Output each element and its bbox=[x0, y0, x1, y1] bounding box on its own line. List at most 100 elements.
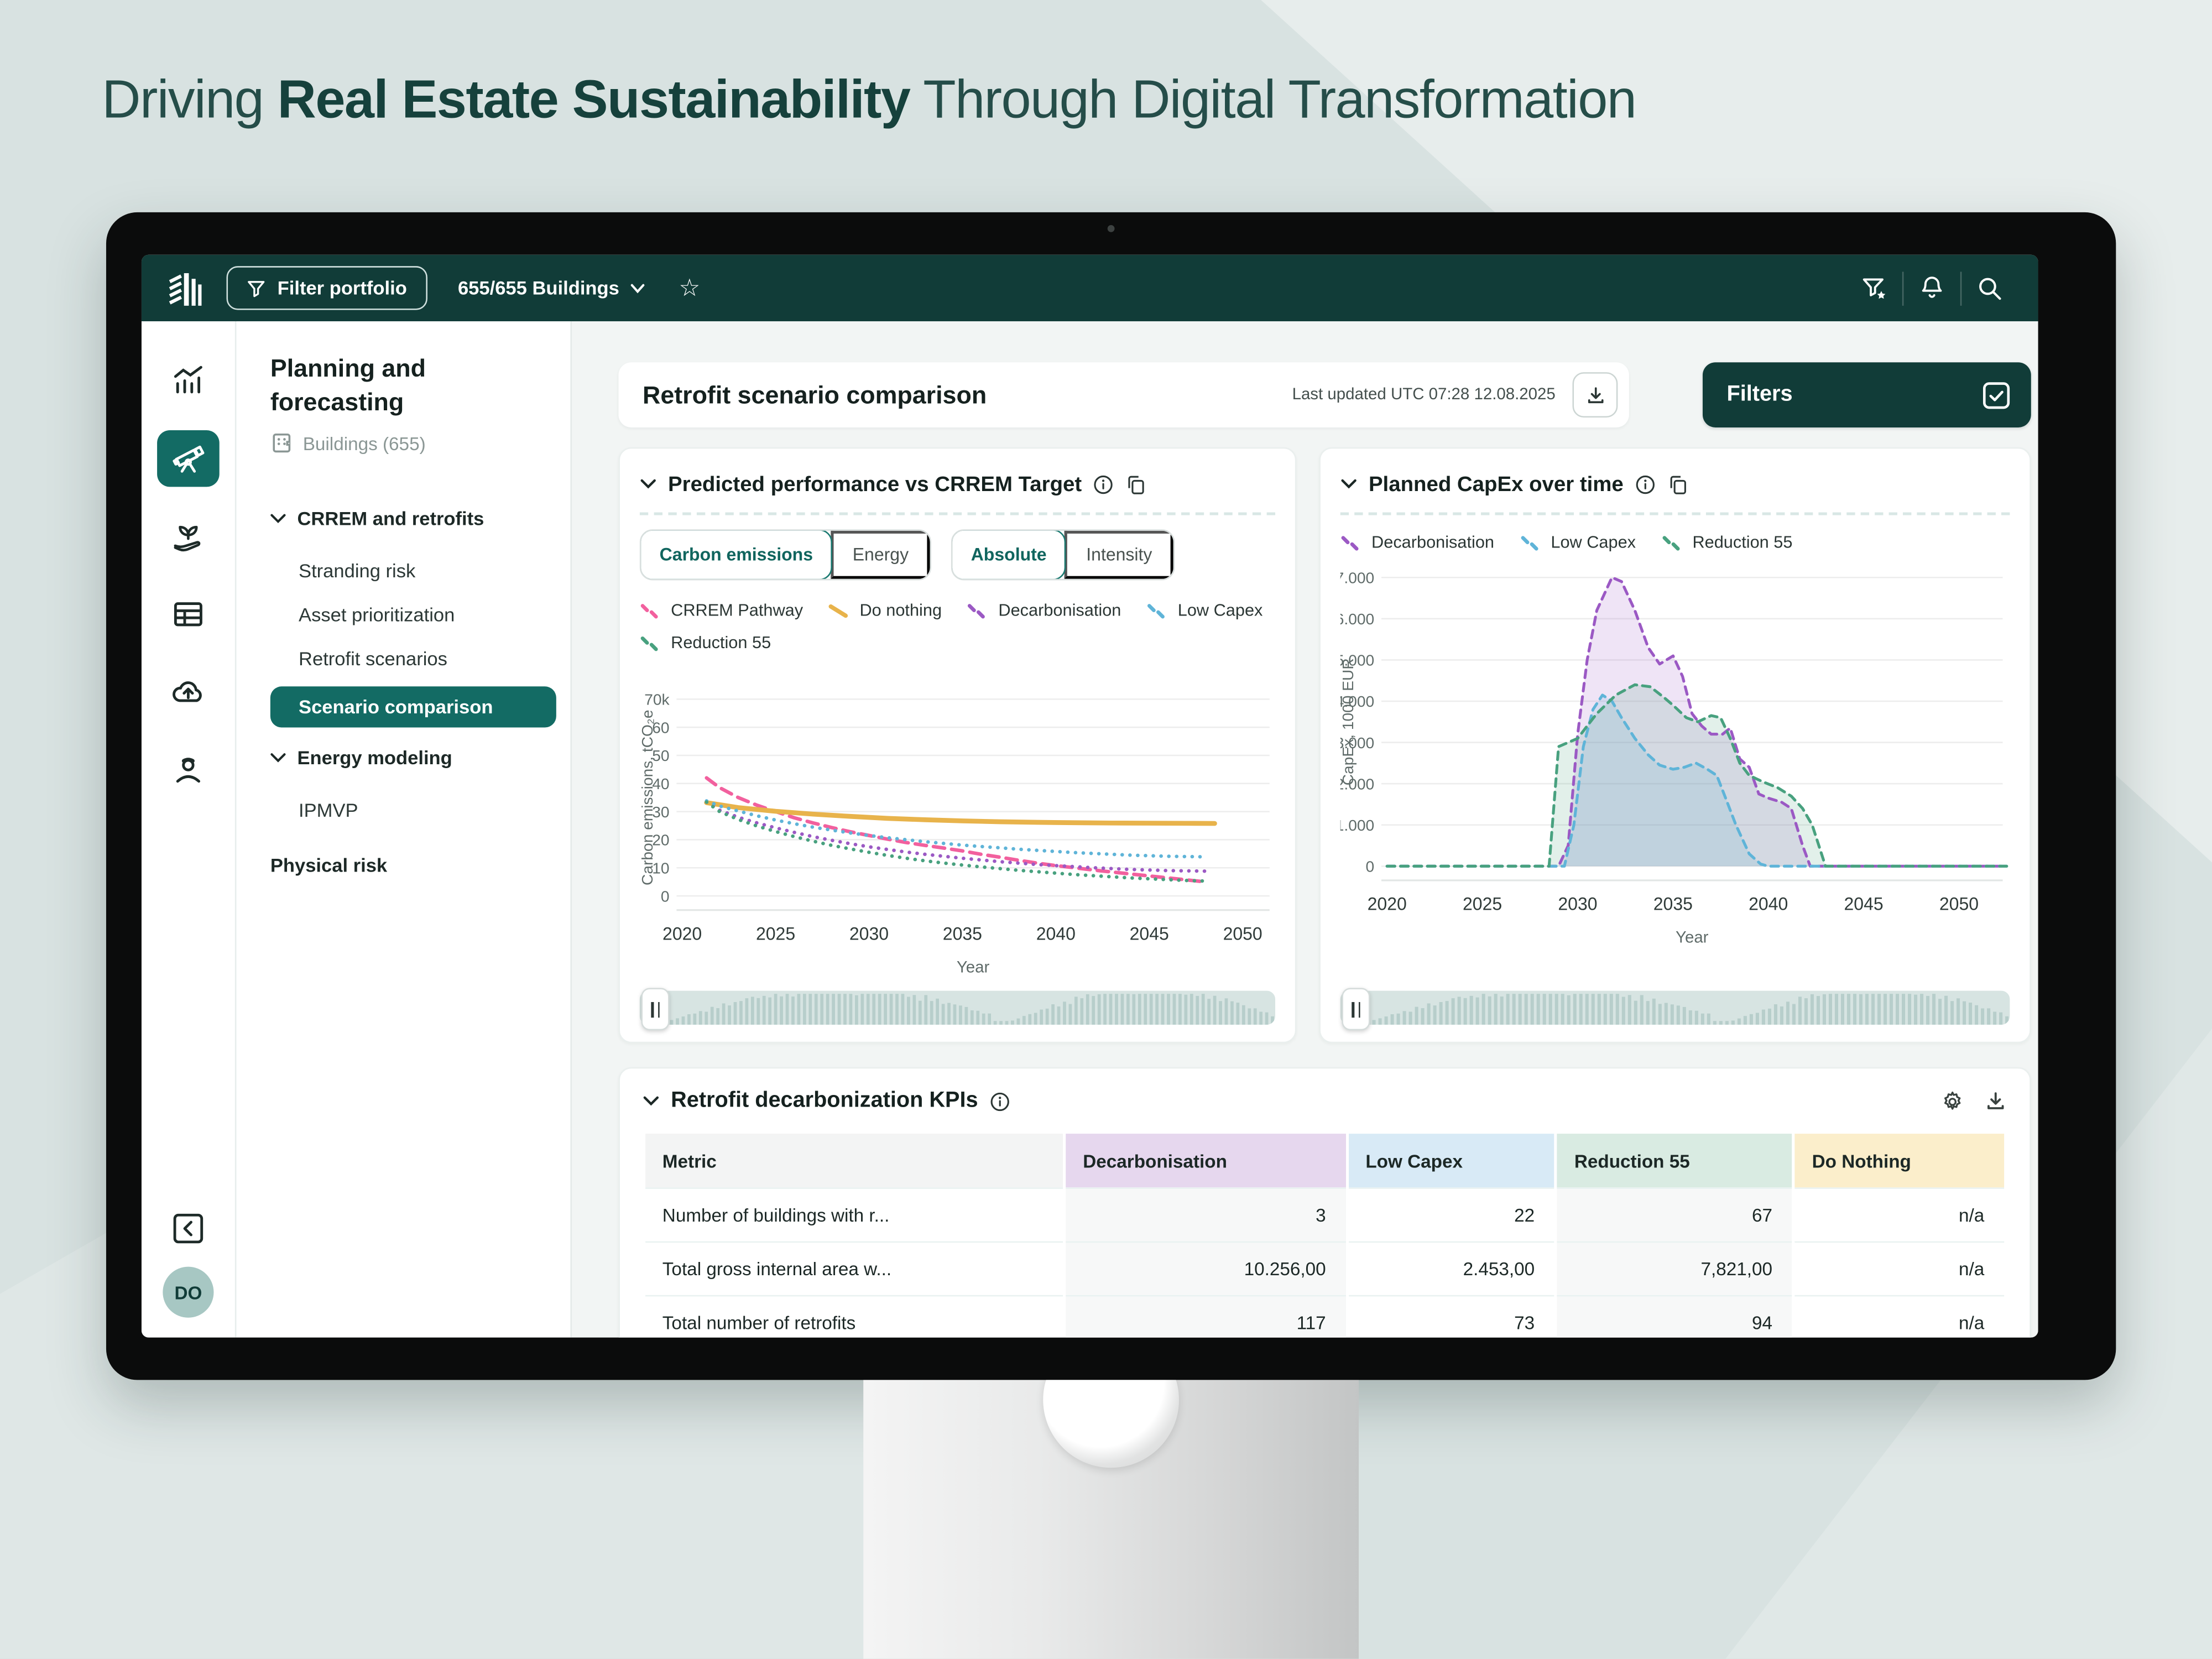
rail-item-upload[interactable] bbox=[157, 664, 220, 720]
saved-filters-icon[interactable] bbox=[1845, 275, 1902, 301]
rail-item-data-table[interactable] bbox=[157, 586, 220, 643]
legend-item-decarbonisation[interactable]: Decarbonisation bbox=[967, 600, 1121, 620]
kpi-value-cell: 94 bbox=[1557, 1295, 1792, 1338]
rail-item-sustainability[interactable] bbox=[157, 508, 220, 565]
filter-portfolio-button[interactable]: Filter portfolio bbox=[226, 266, 427, 310]
svg-text:50: 50 bbox=[652, 747, 669, 764]
sidebar-item-stranding-risk[interactable]: Stranding risk bbox=[299, 561, 416, 582]
legend-item-reduction-55[interactable]: Reduction 55 bbox=[640, 633, 771, 653]
kpi-metric-cell: Total number of retrofits bbox=[645, 1295, 1063, 1338]
chart-range-slider[interactable] bbox=[639, 988, 1276, 1031]
svg-text:2020: 2020 bbox=[662, 924, 702, 943]
info-icon[interactable] bbox=[989, 1091, 1010, 1112]
divider bbox=[639, 512, 1276, 515]
sidebar-item-scenario-comparison[interactable]: Scenario comparison bbox=[270, 686, 556, 728]
legend-label: Decarbonisation bbox=[1371, 532, 1495, 552]
kpi-table: Metric Decarbonisation Low Capex Reduction … bbox=[643, 1134, 2007, 1338]
slider-handle[interactable] bbox=[641, 988, 670, 1031]
chevron-down-icon[interactable] bbox=[640, 478, 657, 489]
legend-item-decarbonisation[interactable]: Decarbonisation bbox=[1340, 532, 1494, 552]
analytics-chart-icon bbox=[174, 366, 202, 394]
user-avatar[interactable]: DO bbox=[163, 1266, 214, 1318]
svg-text:2035: 2035 bbox=[1653, 894, 1693, 914]
toggle-group: Carbon emissions Energy bbox=[639, 529, 932, 581]
kpi-value-cell: n/a bbox=[1794, 1241, 2005, 1295]
filters-button[interactable]: Filters bbox=[1702, 362, 2031, 427]
legend-swatch-icon bbox=[1341, 535, 1359, 550]
sidebar-subtitle: Buildings (655) bbox=[302, 432, 426, 454]
kpi-value-cell: 3 bbox=[1066, 1187, 1346, 1241]
chevron-down-icon bbox=[270, 753, 286, 763]
sidebar-item-asset-prioritization[interactable]: Asset prioritization bbox=[299, 604, 455, 626]
hero-title-bold: Real Estate Sustainability bbox=[277, 70, 911, 131]
download-icon[interactable] bbox=[1984, 1090, 2007, 1113]
info-icon[interactable] bbox=[1093, 473, 1114, 494]
legend-item-low-capex[interactable]: Low Capex bbox=[1146, 600, 1262, 620]
slider-handle[interactable] bbox=[1342, 988, 1370, 1031]
sidebar-section-header[interactable]: Energy modeling bbox=[270, 748, 571, 769]
legend-item-do-nothing[interactable]: Do nothing bbox=[828, 600, 942, 620]
collapse-sidebar-icon[interactable] bbox=[170, 1210, 207, 1247]
sidebar-item-retrofit-scenarios[interactable]: Retrofit scenarios bbox=[299, 648, 447, 670]
rail-item-analytics[interactable] bbox=[157, 352, 220, 409]
buildings-selector[interactable]: 655/655 Buildings bbox=[458, 278, 645, 299]
toggle-intensity[interactable]: Intensity bbox=[1065, 530, 1173, 579]
svg-text:3.000: 3.000 bbox=[1340, 734, 1374, 752]
page-header-card: Retrofit scenario comparison Last update… bbox=[618, 362, 1629, 427]
toggle-carbon-emissions[interactable]: Carbon emissions bbox=[641, 530, 833, 579]
sidebar-item-physical-risk[interactable]: Physical risk bbox=[270, 855, 388, 877]
kpi-column-header-decarbonisation[interactable]: Decarbonisation bbox=[1066, 1134, 1346, 1188]
legend-swatch-icon bbox=[1147, 603, 1165, 618]
sidebar-menu: CRREM and retrofits Stranding risk Asset p… bbox=[270, 508, 571, 832]
favorite-star-icon[interactable]: ☆ bbox=[679, 274, 701, 302]
webcam-dot bbox=[1107, 225, 1115, 232]
sidebar-buildings-link[interactable]: Buildings (655) bbox=[270, 432, 571, 455]
chevron-down-icon[interactable] bbox=[1340, 478, 1358, 489]
chart-legend: Decarbonisation Low Capex Reduction 55 bbox=[1340, 532, 2010, 552]
svg-text:2025: 2025 bbox=[1463, 894, 1502, 914]
sidebar-item-ipmvp[interactable]: IPMVP bbox=[299, 800, 358, 822]
kpi-table-header: Retrofit decarbonization KPIs bbox=[643, 1088, 2007, 1114]
copy-icon[interactable] bbox=[1667, 473, 1688, 494]
chevron-down-icon bbox=[630, 283, 644, 293]
toggle-absolute[interactable]: Absolute bbox=[952, 530, 1067, 579]
kpi-column-header-metric[interactable]: Metric bbox=[645, 1134, 1063, 1188]
hero-title-light: Driving bbox=[102, 70, 278, 131]
svg-text:Year: Year bbox=[957, 958, 990, 975]
svg-text:2030: 2030 bbox=[849, 924, 889, 943]
kpi-column-header-do-nothing[interactable]: Do Nothing bbox=[1794, 1134, 2005, 1188]
crrem-line-chart[interactable]: 70k 60 50 40 30 20 10 0 2020 2025 2030 2035 2040 2045… bbox=[640, 661, 1278, 975]
kpi-metric-cell: Number of buildings with r... bbox=[645, 1187, 1063, 1241]
chart-range-slider[interactable] bbox=[1340, 988, 2010, 1031]
rail-item-users[interactable] bbox=[157, 742, 220, 798]
legend-item-low-capex[interactable]: Low Capex bbox=[1520, 532, 1636, 552]
kpi-column-header-low-capex[interactable]: Low Capex bbox=[1348, 1134, 1555, 1188]
app-logo-icon[interactable] bbox=[164, 267, 207, 309]
app-window: Filter portfolio 655/655 Buildings ☆ bbox=[141, 254, 2038, 1338]
legend-item-crrem-pathway[interactable]: CRREM Pathway bbox=[640, 600, 803, 620]
legend-label: Reduction 55 bbox=[1692, 532, 1793, 552]
copy-icon[interactable] bbox=[1126, 473, 1147, 494]
kpi-table-row: Total gross internal area w... 10.256,00 2… bbox=[645, 1241, 2005, 1295]
monitor: Filter portfolio 655/655 Buildings ☆ bbox=[106, 212, 2116, 1380]
chevron-down-icon[interactable] bbox=[643, 1095, 660, 1107]
capex-area-chart[interactable]: 7.000 6.000 5.000 4.000 3.000 2.000 1.000 0 2020… bbox=[1340, 557, 2013, 951]
toggle-energy[interactable]: Energy bbox=[831, 530, 930, 579]
kpi-metric-cell: Total gross internal area w... bbox=[645, 1241, 1063, 1295]
kpi-table-row: Number of buildings with r... 3 22 67 n/a bbox=[645, 1187, 2005, 1241]
rail-item-planning-active[interactable] bbox=[157, 430, 220, 487]
info-icon[interactable] bbox=[1635, 473, 1656, 494]
sidebar-section-header[interactable]: CRREM and retrofits bbox=[270, 508, 571, 530]
chart-card-capex: Planned CapEx over time Decarbonisation L… bbox=[1319, 447, 2031, 1044]
search-icon[interactable] bbox=[1961, 275, 2018, 301]
rail-bottom: DO bbox=[142, 1210, 235, 1318]
kpi-column-header-reduction-55[interactable]: Reduction 55 bbox=[1557, 1134, 1792, 1188]
legend-item-reduction-55[interactable]: Reduction 55 bbox=[1661, 532, 1792, 552]
filters-label: Filters bbox=[1726, 382, 1793, 406]
divider bbox=[1902, 271, 1904, 305]
chevron-down-icon bbox=[270, 514, 286, 524]
settings-gear-icon[interactable] bbox=[1940, 1089, 1965, 1113]
download-report-button[interactable] bbox=[1572, 372, 1618, 418]
notifications-bell-icon[interactable] bbox=[1903, 275, 1960, 302]
table-icon bbox=[174, 602, 202, 627]
